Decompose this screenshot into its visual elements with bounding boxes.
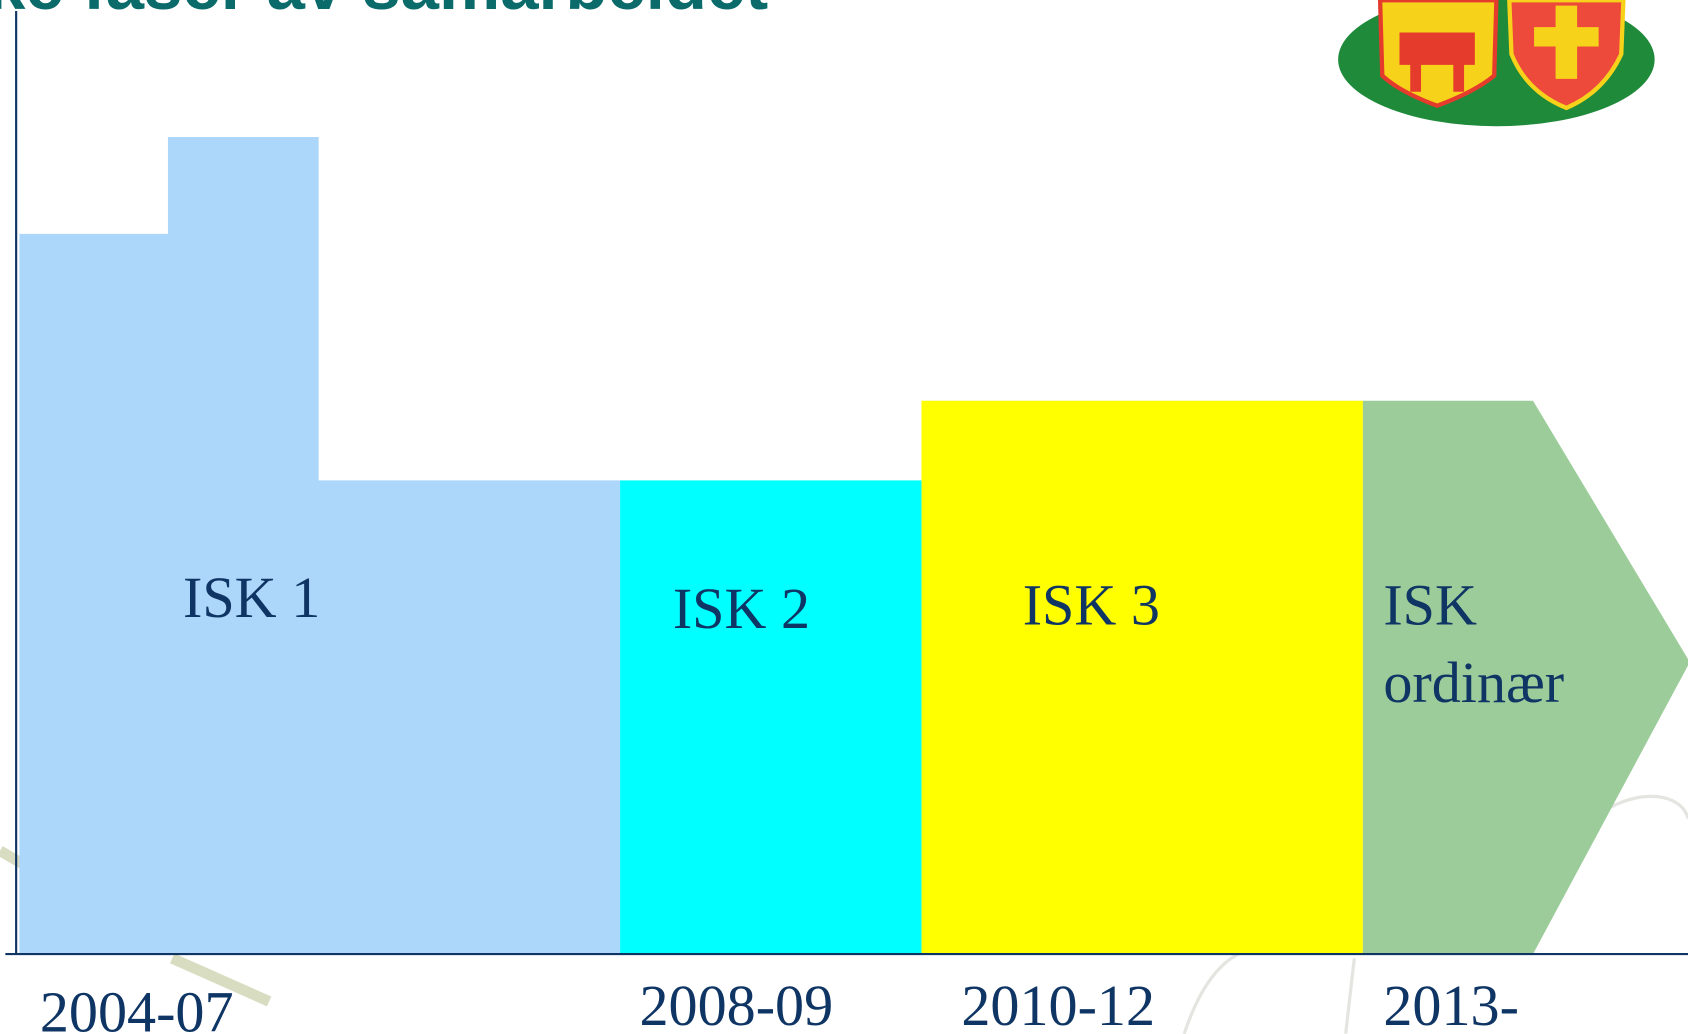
period-label: 2010-12: [961, 973, 1155, 1034]
logo: [1338, 0, 1655, 126]
phases: [19, 137, 1688, 954]
period-label: 2004-07: [40, 980, 234, 1034]
phase-label: ISK 2: [673, 576, 810, 641]
phase-block: [922, 401, 1363, 954]
period-label: 2008-09: [639, 973, 833, 1034]
page: ke faser av samarbeidet ISK 1 2004-07 ISK …: [0, 0, 1688, 1034]
phase-label: ISK 3: [1023, 573, 1160, 638]
period-label: 2013-: [1383, 973, 1519, 1034]
phase-label: ISK: [1383, 573, 1477, 638]
phase-label: ISK 1: [183, 565, 320, 630]
phase-block: [19, 137, 620, 954]
phase-label: ordinær: [1383, 650, 1564, 715]
phase-block: [620, 480, 921, 954]
slide: ke faser av samarbeidet ISK 1 2004-07 ISK …: [0, 0, 1688, 1034]
title: ke faser av samarbeidet: [0, 0, 768, 24]
